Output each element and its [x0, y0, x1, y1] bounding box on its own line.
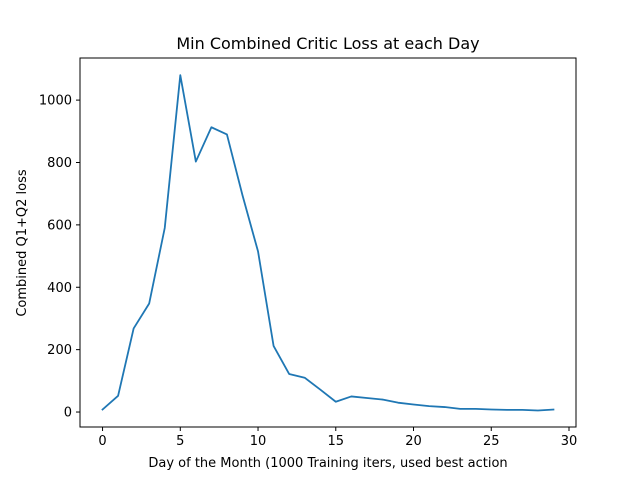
x-tick-label: 10 — [250, 434, 267, 449]
y-tick-label: 0 — [64, 406, 72, 421]
x-tick-label: 20 — [405, 434, 422, 449]
chart-title: Min Combined Critic Loss at each Day — [176, 34, 479, 53]
y-axis-ticks: 0 200 400 600 800 1000 — [39, 94, 80, 421]
x-tick-label: 0 — [98, 434, 106, 449]
x-axis-label: Day of the Month (1000 Training iters, u… — [148, 456, 507, 471]
y-tick-label: 800 — [47, 156, 72, 171]
x-tick-label: 5 — [176, 434, 184, 449]
series-line — [101, 74, 555, 412]
y-axis-label: Combined Q1+Q2 loss — [15, 169, 30, 317]
x-tick-label: 15 — [328, 434, 345, 449]
y-tick-label: 600 — [47, 218, 72, 233]
x-tick-label: 25 — [483, 434, 500, 449]
y-tick-label: 400 — [47, 281, 72, 296]
plot-area — [101, 74, 555, 412]
plot-frame — [79, 57, 577, 428]
y-tick-label: 1000 — [39, 94, 72, 109]
y-tick-label: 200 — [47, 343, 72, 358]
x-axis-ticks: 0 5 10 15 20 25 30 — [98, 427, 577, 449]
x-tick-label: 30 — [561, 434, 578, 449]
